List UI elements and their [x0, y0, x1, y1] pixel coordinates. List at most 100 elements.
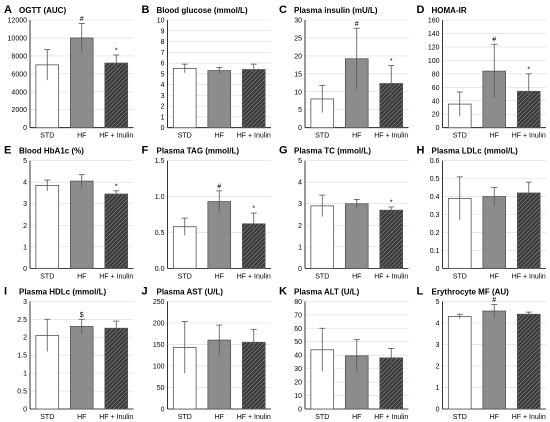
category-label: HF + Inulin	[99, 414, 133, 421]
y-tick-label: 5	[298, 158, 302, 165]
bar-hf	[482, 310, 507, 410]
y-tick-label: 15	[294, 71, 302, 78]
panel-a: A OGTT (AUC) 0 2000 4000 6000 8000 10000 12000 ST…	[4, 4, 134, 140]
category-label: STD	[40, 133, 54, 140]
y-tick-label: 2	[23, 223, 27, 230]
category-label: HF	[352, 414, 361, 421]
y-tick-label: 40	[294, 353, 302, 360]
y-tick-label: 20	[294, 380, 302, 387]
significance-mark: $	[80, 312, 84, 319]
panel-title: Plasma AST (U/L)	[157, 287, 224, 296]
y-tick-label: 120	[428, 44, 440, 51]
y-tick-label: 4	[436, 320, 440, 327]
panel-k: K Plasma ALT (U/L) 0 10 20 30 40 50 60 70 80 STD HF H…	[279, 285, 409, 421]
category-label: HF	[77, 414, 86, 421]
y-tick-label: 1.5	[17, 353, 27, 360]
bar-hf	[344, 203, 369, 269]
category-label: STD	[178, 414, 192, 421]
panel-letter: D	[417, 4, 425, 16]
y-tick-label: 3	[23, 201, 27, 208]
category-label: HF	[490, 414, 499, 421]
y-tick-label: 5	[436, 299, 440, 306]
y-tick-label: 2	[436, 363, 440, 370]
y-tick-label: 7	[161, 50, 165, 57]
y-tick-label: 1	[23, 244, 27, 251]
panel-f: F Plasma TAG (mmol/L) 0.0 0.5 1.0 1.5 STD # HF * H…	[142, 145, 271, 280]
bar-hf-inulin	[104, 193, 129, 269]
y-tick-label: 60	[432, 85, 440, 92]
y-tick-label: 0	[298, 407, 302, 414]
y-tick-label: 0	[436, 266, 440, 273]
y-tick-label: 0	[298, 125, 302, 132]
category-label: STD	[178, 133, 192, 140]
y-tick-label: 100	[153, 363, 165, 370]
y-tick-label: 6000	[11, 71, 27, 78]
category-label: STD	[178, 273, 192, 280]
category-label: HF + Inulin	[512, 414, 546, 421]
y-tick-label: 0	[161, 125, 165, 132]
y-tick-label: 60	[294, 326, 302, 333]
y-tick-label: 5	[161, 71, 165, 78]
y-tick-label: 0.1	[430, 248, 440, 255]
y-tick-label: 3	[298, 201, 302, 208]
y-tick-label: 0.0	[155, 266, 165, 273]
panel-letter: G	[279, 145, 288, 157]
bar-hf-inulin	[379, 209, 404, 269]
y-tick-label: 50	[294, 339, 302, 346]
bar-std	[172, 68, 197, 129]
y-tick-label: 10	[294, 89, 302, 96]
y-tick-label: 1	[436, 385, 440, 392]
panel-title: Plasma TAG (mmol/L)	[157, 147, 240, 156]
y-tick-label: 70	[294, 312, 302, 319]
y-tick-label: 0	[23, 125, 27, 132]
category-label: HF	[490, 133, 499, 140]
y-tick-label: 0.4	[430, 194, 440, 201]
y-tick-label: 4	[23, 180, 27, 187]
y-tick-label: 0	[23, 266, 27, 273]
category-label: STD	[40, 273, 54, 280]
y-tick-label: 10	[157, 18, 165, 25]
y-tick-label: 9	[161, 28, 165, 35]
panel-letter: C	[279, 4, 287, 16]
panel-title: Plasma TC (mmol/L)	[294, 147, 371, 156]
panel-title: Blood glucose (mmol/L)	[157, 6, 248, 15]
panel-title: Plasma LDLc (mmol/L)	[432, 147, 519, 156]
panel-letter: F	[142, 145, 149, 157]
y-tick-label: 2.5	[17, 317, 27, 324]
y-tick-label: 20	[432, 112, 440, 119]
y-tick-label: 30	[294, 18, 302, 25]
y-tick-label: 2	[23, 335, 27, 342]
category-label: HF + Inulin	[374, 273, 408, 280]
significance-mark: #	[492, 37, 496, 44]
category-label: STD	[315, 414, 329, 421]
panel-c: C Plasma insulin (mU/L) 0 5 10 15 20 25 30 STD # HF…	[279, 4, 409, 140]
y-tick-label: 150	[153, 342, 165, 349]
y-tick-label: 50	[157, 385, 165, 392]
significance-mark: *	[115, 47, 118, 54]
bar-hf-inulin	[516, 192, 541, 269]
category-label: HF	[215, 273, 224, 280]
y-tick-label: 200	[153, 320, 165, 327]
y-tick-label: 3	[161, 93, 165, 100]
significance-mark: #	[492, 297, 496, 304]
y-tick-label: 2	[298, 223, 302, 230]
bar-std	[35, 185, 60, 269]
y-tick-label: 5	[23, 158, 27, 165]
category-label: HF	[215, 133, 224, 140]
y-tick-label: 0.2	[430, 230, 440, 237]
panel-title: Plasma HDLc (mmol/L)	[19, 287, 106, 296]
y-tick-label: 4000	[11, 89, 27, 96]
category-label: HF + Inulin	[237, 133, 271, 140]
y-tick-label: 160	[428, 18, 440, 25]
category-label: HF + Inulin	[374, 414, 408, 421]
significance-mark: #	[80, 16, 84, 23]
significance-mark: *	[115, 183, 118, 190]
category-label: HF + Inulin	[99, 133, 133, 140]
y-tick-label: 30	[294, 366, 302, 373]
bar-hf-inulin	[241, 69, 266, 129]
y-tick-label: 8	[161, 39, 165, 46]
bar-hf-inulin	[104, 327, 129, 410]
category-label: STD	[453, 273, 467, 280]
panel-letter: E	[4, 145, 11, 157]
y-tick-label: 8000	[11, 53, 27, 60]
